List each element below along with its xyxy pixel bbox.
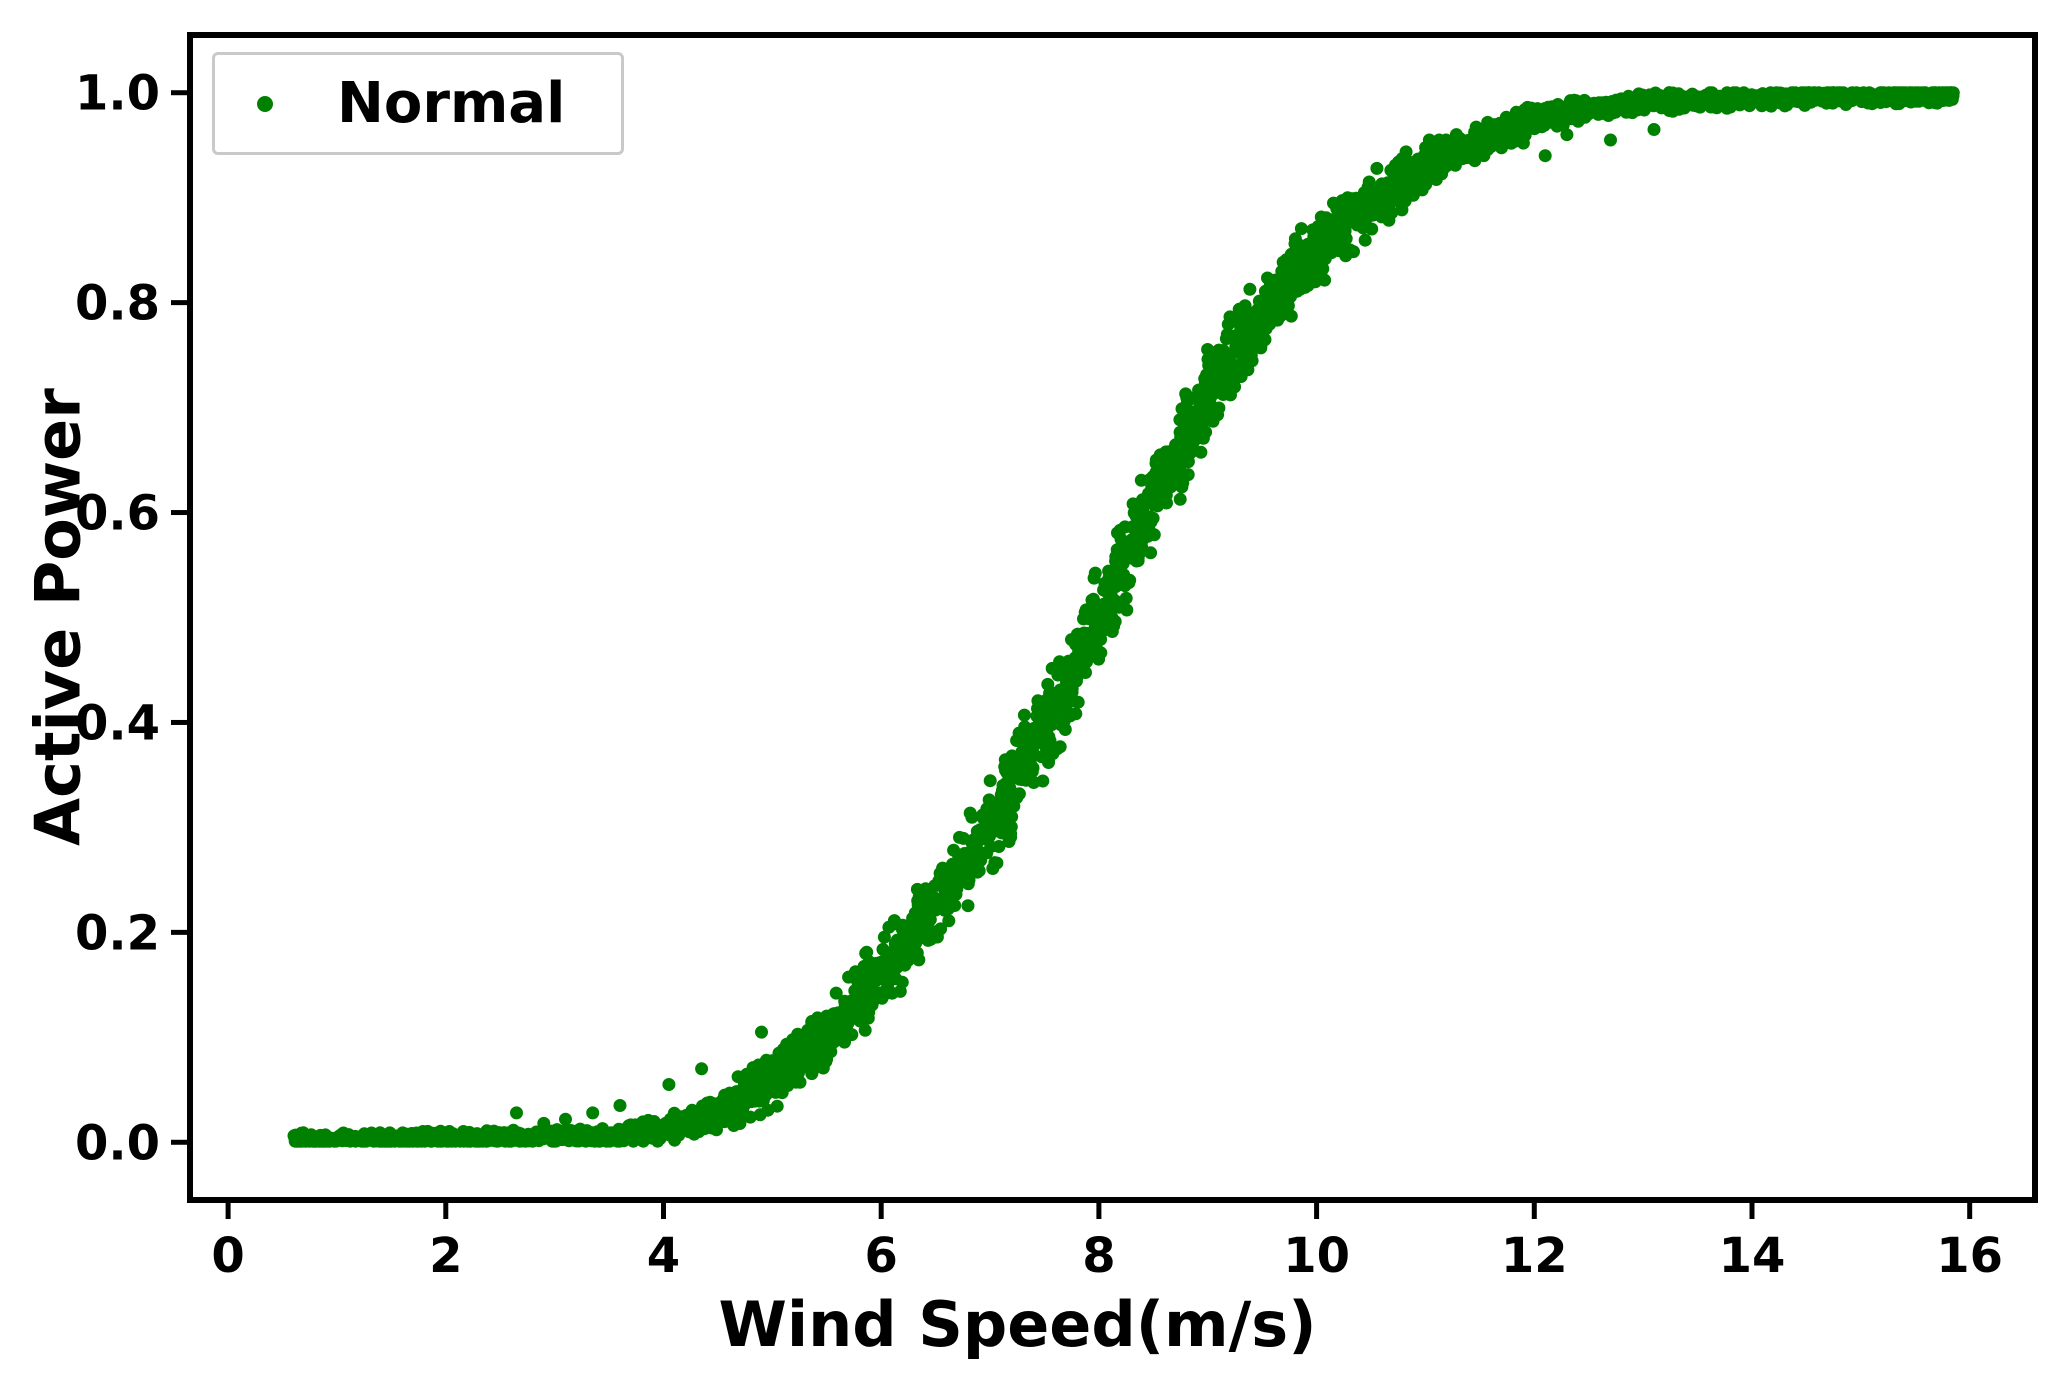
- y-axis-label: Active Power: [21, 388, 95, 846]
- x-tick-label: 14: [1719, 1228, 1786, 1284]
- y-tick-label: 1.0: [75, 66, 160, 122]
- y-tick-label: 0.8: [75, 276, 160, 332]
- y-tick-label: 0.2: [75, 905, 160, 961]
- x-tick-label: 0: [211, 1228, 244, 1284]
- x-tick-label: 12: [1501, 1228, 1568, 1284]
- x-axis-label: Wind Speed(m/s): [718, 1288, 1317, 1361]
- legend-label: Normal: [337, 71, 566, 136]
- y-tick-label: 0.4: [75, 695, 160, 751]
- x-tick-label: 10: [1283, 1228, 1350, 1284]
- x-tick-label: 16: [1936, 1228, 2003, 1284]
- y-tick-label: 0.0: [75, 1115, 160, 1171]
- plot-spine: [187, 32, 2038, 1203]
- y-tick-label: 0.6: [75, 486, 160, 542]
- x-tick-label: 8: [1082, 1228, 1115, 1284]
- legend-marker-dot: [257, 95, 273, 112]
- x-tick-label: 2: [429, 1228, 462, 1284]
- x-tick-label: 6: [864, 1228, 897, 1284]
- x-tick-label: 4: [647, 1228, 680, 1284]
- legend: Normal: [212, 52, 625, 155]
